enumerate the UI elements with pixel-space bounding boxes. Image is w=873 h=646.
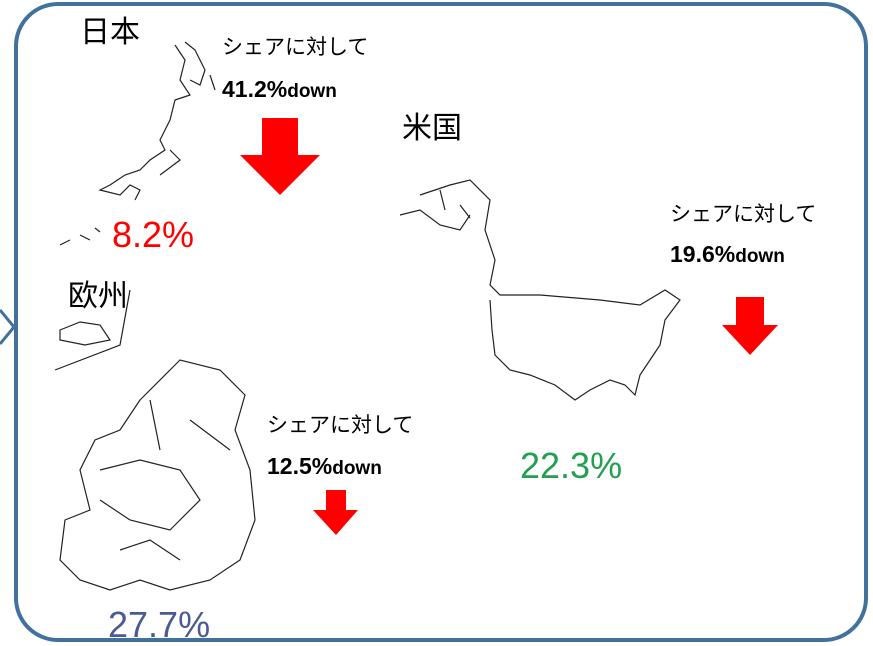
decline-suffix: down (735, 246, 785, 267)
decline-value: 19.6% (670, 241, 735, 267)
frame (14, 2, 868, 642)
note: シェアに対して (670, 203, 816, 226)
decline-suffix: down (332, 458, 382, 479)
share: 22.3% (520, 445, 622, 486)
note: シェアに対して (267, 414, 413, 437)
decline: 12.5%down (267, 453, 382, 479)
share: 27.7% (108, 604, 210, 645)
down-arrow (313, 490, 358, 535)
decline-value: 12.5% (267, 453, 332, 479)
decline-value: 41.2% (222, 76, 287, 102)
japan-map (59, 41, 216, 246)
region-name: 欧州 (68, 280, 128, 313)
europe-map (54, 289, 256, 591)
region-name: 日本 (80, 16, 140, 49)
share: 8.2% (112, 214, 194, 255)
chevron (0, 309, 16, 345)
note: シェアに対して (222, 36, 368, 59)
down-arrow (240, 118, 320, 195)
down-arrow (722, 297, 778, 355)
decline: 41.2%down (222, 76, 337, 102)
decline: 19.6%down (670, 241, 785, 267)
usa-map (399, 179, 681, 401)
decline-suffix: down (287, 81, 337, 102)
region-name: 米国 (402, 112, 462, 145)
